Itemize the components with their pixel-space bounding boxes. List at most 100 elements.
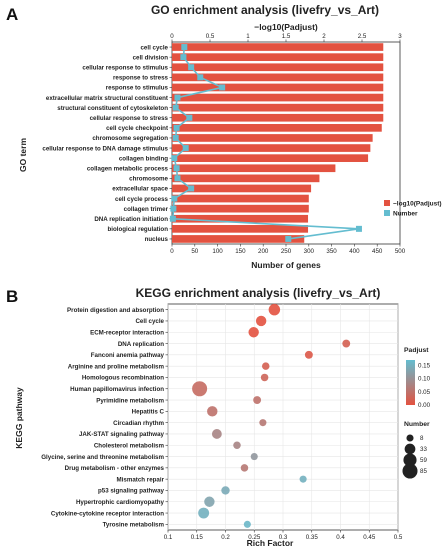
go-number-marker [171,155,178,162]
kegg-bubble [260,373,269,382]
go-number-marker [172,134,179,141]
kegg-size-legend-label: 33 [420,446,427,453]
go-number-marker [182,145,189,152]
go-number-marker [174,94,181,101]
kegg-x-tick-label: 0.1 [164,534,173,541]
kegg-bubble [253,396,262,404]
kegg-bubble [221,486,230,495]
go-top-axis-label: −log10(Padjust) [254,22,318,32]
go-top-tick-label: 0 [170,33,174,40]
kegg-bubble [342,339,351,348]
kegg-size-legend-dot [404,443,416,455]
kegg-category-label: Mismatch repair [117,476,165,483]
go-bottom-tick-label: 250 [281,248,292,255]
go-number-marker [181,44,188,51]
kegg-category-label: ECM-receptor interaction [90,329,164,336]
kegg-category-label: Cholesterol metabolism [94,442,165,449]
kegg-y-axis-label: KEGG pathway [14,387,24,449]
go-x-axis-label: Number of genes [251,260,321,270]
kegg-category-label: Glycine, serine and threonine metabolism [41,454,164,461]
go-number-marker [171,195,178,202]
kegg-size-legend-title: Number [404,421,430,428]
kegg-bubble [207,406,218,417]
go-number-marker [170,205,177,212]
kegg-bubble [192,381,208,397]
go-bar [172,174,320,183]
panel-b: B KEGG enrichment analysis (livefry_vs_A… [6,286,431,548]
go-bar [172,214,309,223]
kegg-bubble [233,441,241,450]
go-bar [172,53,384,61]
kegg-category-label: Circadian rhythm [113,420,164,427]
kegg-colorbar-tick-label: 0.10 [418,376,431,383]
go-top-tick-label: 2 [322,33,326,40]
kegg-colorbar-tick-label: 0.15 [418,362,431,369]
kegg-size-legend-label: 59 [420,457,427,464]
go-bar [172,144,371,152]
kegg-size-legend-dot [406,434,414,442]
go-category-label: DNA replication initiation [94,216,168,223]
go-bottom-tick-label: 50 [191,248,198,255]
go-plot-area: cell cycle cell division cellular response… [42,33,405,255]
go-bottom-tick-label: 0 [170,248,174,255]
go-bottom-tick-label: 150 [235,248,246,255]
kegg-category-label: DNA replication [118,341,164,348]
go-category-label: nucleus [145,236,169,243]
go-top-tick-label: 1.5 [282,33,291,40]
kegg-bubble [240,464,249,472]
kegg-bubble [259,419,267,427]
go-bottom-tick-label: 200 [258,248,269,255]
go-category-label: cellular response to stimulus [82,64,168,71]
go-number-marker [186,114,193,121]
kegg-bubble [261,362,270,370]
kegg-x-tick-label: 0.2 [221,534,230,541]
kegg-bubble [299,475,307,483]
go-bar [172,103,384,112]
go-bottom-tick-label: 100 [212,248,223,255]
kegg-colorbar-tick-label: 0.05 [418,389,431,396]
go-category-label: structural constituent of cytoskeleton [57,105,168,112]
kegg-legend: Padjust 0.15 0.10 0.05 0.00 Number 8 33 59 85 [402,347,431,479]
kegg-category-label: Protein digestion and absorption [67,307,164,314]
kegg-bubble [255,315,267,327]
kegg-size-legend-label: 8 [420,435,424,442]
go-bar [172,194,309,203]
go-bottom-tick-label: 400 [349,248,360,255]
go-number-marker [180,54,187,61]
go-bar [172,225,309,233]
go-bar [172,63,384,72]
kegg-plot-area: Protein digestion and absorption Cell cyc… [41,303,403,541]
go-category-label: chromosome [129,176,168,183]
go-category-label: collagen trimer [124,206,169,213]
kegg-size-legend-label: 85 [420,468,427,475]
kegg-bubble [211,429,222,439]
kegg-colorbar-tick-label: 0.00 [418,402,431,409]
go-bar [172,204,309,213]
go-top-tick-label: 1 [246,33,250,40]
kegg-size-legend-dot [403,453,417,467]
go-number-marker [174,175,181,182]
kegg-x-tick-label: 0.15 [191,534,204,541]
kegg-category-label: Homologous recombination [82,375,164,382]
go-legend-label-padjust: −log10(Padjust) [393,201,442,208]
kegg-category-label: Cytokine-cytokine receptor interaction [51,510,164,517]
go-category-label: response to stress [113,75,169,82]
go-category-label: cell cycle checkpoint [106,125,168,132]
go-bar [172,43,384,51]
kegg-category-label: Hypertrophic cardiomyopathy [76,499,165,506]
go-number-marker [169,215,176,222]
go-category-label: cell cycle [140,44,168,51]
kegg-category-label: Pyrimidine metabolism [96,397,164,404]
kegg-category-label: Tyrosine metabolism [103,522,165,529]
panel-b-letter: B [6,287,18,306]
kegg-bubble [204,496,215,507]
go-legend-label-number: Number [393,211,418,218]
kegg-x-tick-label: 0.25 [248,534,261,541]
go-chart-title: GO enrichment analysis (livefry_vs_Art) [151,3,379,17]
panel-a-letter: A [6,5,18,24]
go-number-marker [197,74,204,81]
go-bar [172,134,373,142]
go-number-marker [355,225,362,232]
kegg-category-label: Human papillomavirus infection [70,386,164,393]
go-bottom-tick-label: 500 [395,248,406,255]
